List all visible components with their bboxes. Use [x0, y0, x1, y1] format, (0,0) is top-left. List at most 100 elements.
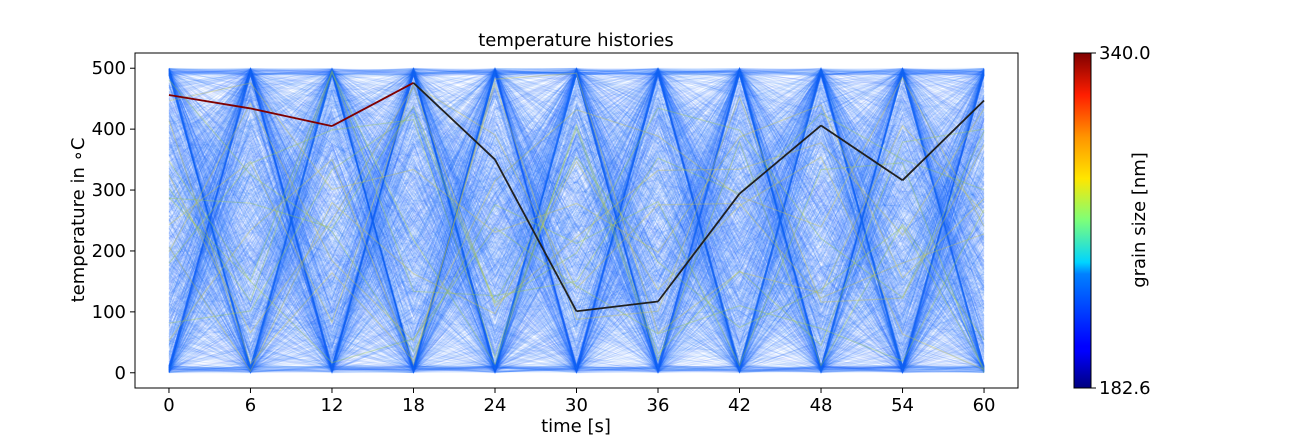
ensemble-line	[168, 68, 985, 369]
ensemble-line	[168, 67, 985, 373]
ensemble-line	[168, 74, 985, 372]
ensemble-line	[168, 71, 985, 373]
ensemble-line	[168, 68, 985, 370]
ensemble-line	[168, 90, 985, 369]
ensemble-line	[168, 69, 985, 371]
ensemble-line	[168, 71, 985, 374]
x-tick-label: 0	[163, 395, 174, 416]
ensemble-line	[168, 71, 985, 366]
ensemble-line	[168, 70, 985, 370]
x-tick-label: 54	[891, 395, 914, 416]
ensemble-line	[168, 69, 985, 372]
ensemble-line	[168, 70, 985, 370]
ensemble-line	[168, 69, 985, 353]
ensemble-line	[168, 72, 985, 374]
ensemble-line	[168, 71, 985, 374]
ensemble-line	[168, 71, 985, 373]
ensemble-line	[168, 73, 985, 360]
ensemble-line	[168, 67, 985, 373]
ensemble-line	[168, 150, 985, 370]
ensemble-line	[168, 67, 985, 375]
ensemble-line	[168, 71, 985, 372]
ensemble-line	[168, 68, 985, 368]
ensemble-line	[168, 71, 985, 367]
ensemble-line	[168, 70, 985, 367]
ensemble-line	[168, 68, 985, 369]
ensemble-line	[168, 67, 985, 367]
ensemble-line	[168, 70, 985, 374]
ensemble-line	[168, 71, 985, 371]
ensemble-line	[168, 126, 985, 373]
ensemble-line	[168, 67, 985, 372]
ensemble-line	[168, 67, 985, 373]
ensemble-line	[168, 69, 985, 373]
ensemble-line	[168, 67, 985, 374]
ensemble-line	[168, 71, 985, 370]
ensemble-line	[168, 67, 985, 375]
ensemble-line	[168, 68, 985, 369]
ensemble-line	[168, 71, 985, 371]
ensemble-line	[168, 68, 985, 372]
ensemble-line	[168, 69, 985, 372]
ensemble-line	[168, 68, 985, 373]
ensemble-line	[168, 70, 985, 371]
ensemble-line	[168, 69, 985, 374]
ensemble-line	[168, 66, 985, 373]
ensemble-line	[168, 68, 985, 373]
ensemble-line	[168, 74, 985, 374]
ensemble-line	[168, 69, 985, 365]
ensemble-line	[168, 72, 985, 370]
ensemble-line	[168, 70, 985, 373]
ensemble-line	[168, 71, 985, 354]
ensemble-line	[168, 67, 985, 374]
ensemble-line	[168, 68, 985, 370]
ensemble-line	[168, 67, 985, 368]
ensemble-line	[168, 68, 985, 375]
ensemble-line	[168, 71, 985, 372]
ensemble-line	[168, 69, 985, 346]
ensemble-line	[168, 68, 985, 373]
ensemble-line	[168, 80, 985, 372]
ensemble-line	[168, 68, 985, 369]
ensemble-line	[168, 68, 985, 371]
ensemble-line	[168, 69, 985, 371]
ensemble-line	[168, 72, 985, 372]
ensemble-line	[168, 68, 985, 346]
ensemble-line	[168, 68, 985, 369]
ensemble-line	[168, 69, 985, 368]
ensemble-line	[168, 82, 985, 368]
ensemble-line	[168, 71, 985, 370]
x-tick-label: 6	[245, 395, 256, 416]
ensemble-line	[168, 73, 985, 369]
ensemble-line	[168, 67, 985, 345]
ensemble-line	[168, 92, 985, 373]
ensemble-line	[168, 73, 985, 370]
ensemble-line	[168, 70, 985, 369]
ensemble-line	[168, 67, 985, 345]
ensemble-line	[168, 69, 985, 366]
ensemble-line	[168, 74, 985, 375]
ensemble-line	[168, 69, 985, 371]
ensemble-line	[168, 68, 985, 373]
ensemble-line	[168, 68, 985, 373]
ensemble-line	[168, 71, 985, 374]
ensemble-line	[168, 68, 985, 374]
ensemble-line	[168, 71, 985, 374]
ensemble-line	[168, 71, 985, 366]
ensemble-line	[168, 67, 985, 369]
ensemble-line	[168, 74, 985, 371]
ensemble-line	[168, 69, 985, 373]
ensemble-line	[168, 69, 985, 371]
x-tick-label: 48	[810, 395, 833, 416]
ensemble-line	[168, 71, 985, 367]
ensemble-line	[168, 68, 985, 372]
ensemble-line	[168, 68, 985, 374]
ensemble-line	[168, 129, 985, 372]
ensemble-line	[168, 69, 985, 373]
ensemble-line	[168, 69, 985, 335]
ensemble-line	[168, 67, 985, 371]
ensemble-line	[168, 71, 985, 368]
ensemble-line	[168, 69, 985, 368]
ensemble-line	[168, 94, 985, 374]
ensemble-line	[168, 69, 985, 371]
